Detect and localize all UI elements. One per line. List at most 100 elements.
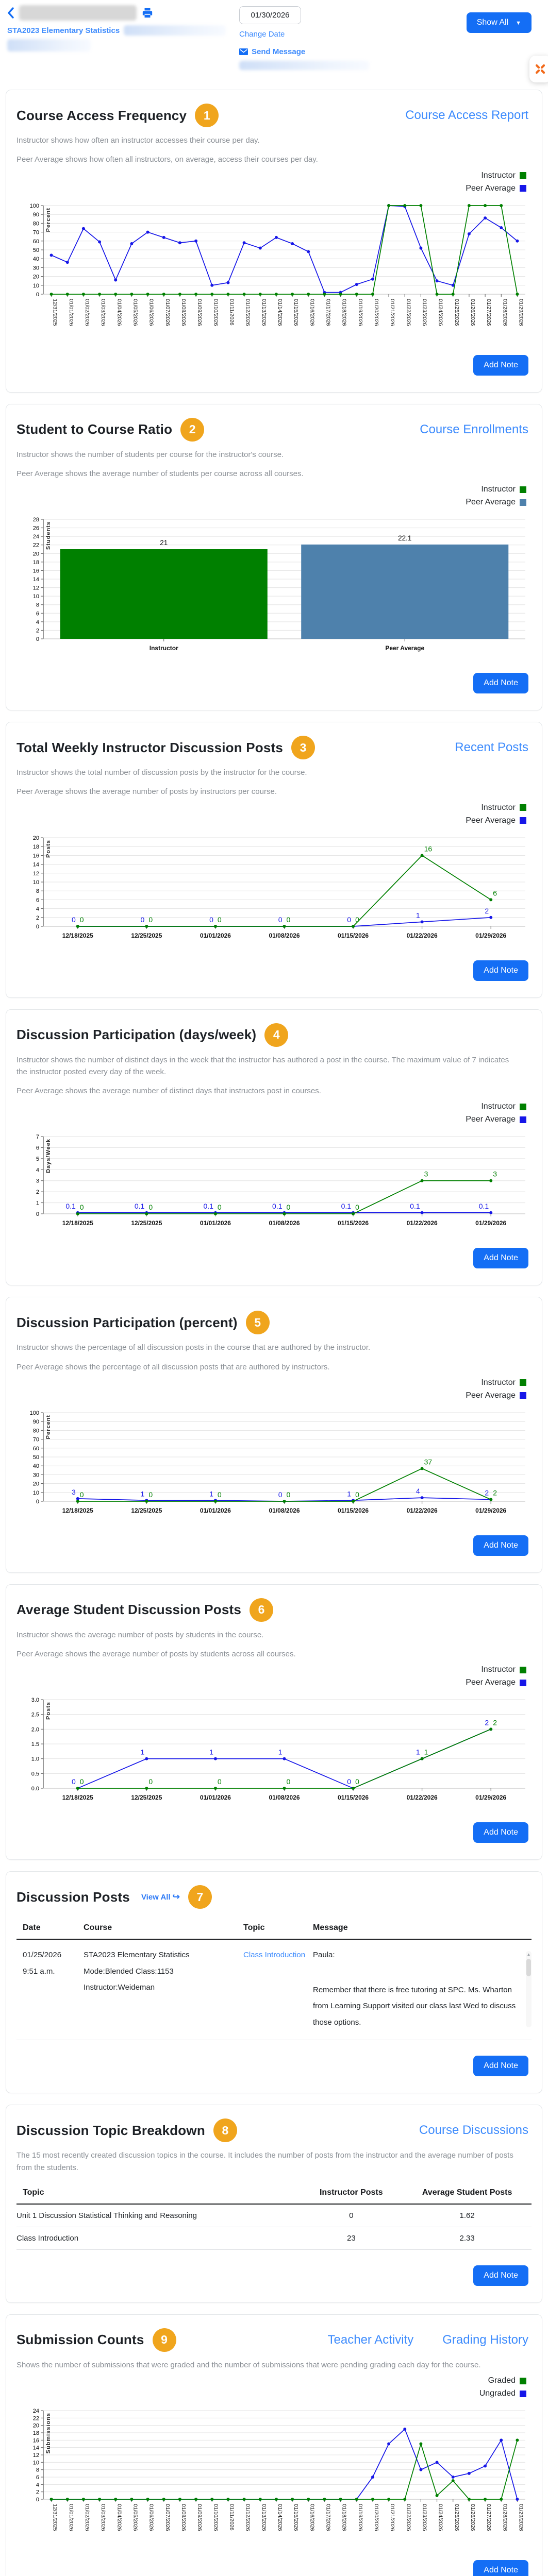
view-all-link[interactable]: View All ↪ bbox=[141, 1892, 180, 1902]
course-access-report-link[interactable]: Course Access Report bbox=[405, 108, 528, 122]
svg-text:01/15/2026: 01/15/2026 bbox=[338, 1794, 369, 1801]
add-note-button[interactable]: Add Note bbox=[473, 354, 528, 376]
section-title: Course Access Frequency bbox=[16, 107, 187, 123]
svg-text:01/01/2026: 01/01/2026 bbox=[200, 1507, 231, 1514]
section-description: Instructor shows how often an instructor… bbox=[16, 136, 260, 145]
svg-text:1: 1 bbox=[209, 1489, 213, 1498]
svg-text:80: 80 bbox=[33, 1428, 39, 1434]
svg-text:37: 37 bbox=[424, 1458, 433, 1466]
discussion-posts-table: Date Course Topic Message 01/25/2026 9:5… bbox=[16, 1918, 532, 2041]
date-field[interactable]: 01/30/2026 bbox=[239, 6, 301, 24]
svg-text:01/05/2026: 01/05/2026 bbox=[132, 299, 138, 326]
add-note-button[interactable]: Add Note bbox=[473, 673, 528, 693]
svg-text:Percent: Percent bbox=[45, 208, 52, 232]
recent-posts-link[interactable]: Recent Posts bbox=[455, 740, 528, 754]
svg-text:01/23/2026: 01/23/2026 bbox=[421, 2504, 427, 2531]
show-all-button[interactable]: Show All ▼ bbox=[466, 12, 532, 33]
scrollbar-thumb[interactable] bbox=[526, 1959, 531, 1977]
svg-text:01/29/2026: 01/29/2026 bbox=[475, 1507, 506, 1514]
svg-text:24: 24 bbox=[33, 534, 39, 540]
svg-text:01/06/2026: 01/06/2026 bbox=[148, 2504, 155, 2531]
course-code-link[interactable]: STA2023 Elementary Statistics bbox=[7, 26, 120, 35]
svg-text:01/22/2026: 01/22/2026 bbox=[407, 1507, 438, 1514]
scroll-up-arrow-icon[interactable]: ▲ bbox=[526, 1952, 531, 1957]
aspiredu-logo-widget[interactable] bbox=[529, 56, 548, 82]
legend-peer-average: Peer Average bbox=[466, 1391, 526, 1400]
change-date-link[interactable]: Change Date bbox=[239, 30, 285, 39]
svg-text:2.5: 2.5 bbox=[31, 1712, 39, 1718]
svg-text:01/25/2026: 01/25/2026 bbox=[454, 299, 460, 326]
step-badge: 6 bbox=[250, 1598, 273, 1622]
teacher-activity-link[interactable]: Teacher Activity bbox=[327, 2332, 414, 2347]
svg-text:26: 26 bbox=[33, 526, 39, 532]
add-note-button[interactable]: Add Note bbox=[473, 1535, 528, 1556]
svg-text:0.1: 0.1 bbox=[410, 1202, 420, 1210]
course-discussions-link[interactable]: Course Discussions bbox=[419, 2123, 528, 2138]
section-description: Instructor shows the average number of p… bbox=[16, 1630, 264, 1639]
svg-text:6: 6 bbox=[36, 611, 39, 617]
legend-ungraded: Ungraded bbox=[479, 2389, 526, 2398]
column-header-date: Date bbox=[23, 1923, 41, 1933]
add-note-button[interactable]: Add Note bbox=[473, 960, 528, 981]
svg-text:Peer Average: Peer Average bbox=[385, 645, 424, 652]
weekly-posts-chart: 0 2 4 6 8 10 12 14 16 18 20 Posts 12/18/2025 12/25/20… bbox=[16, 831, 532, 945]
send-message-link[interactable]: Send Message bbox=[239, 47, 409, 56]
svg-text:01/15/2026: 01/15/2026 bbox=[293, 2504, 299, 2531]
post-topic-link[interactable]: Class Introduction bbox=[243, 1951, 306, 1960]
svg-text:2: 2 bbox=[485, 1488, 489, 1497]
add-note-button[interactable]: Add Note bbox=[473, 1248, 528, 1269]
add-note-button[interactable]: Add Note bbox=[473, 2056, 528, 2077]
svg-text:4: 4 bbox=[416, 1487, 420, 1495]
svg-text:01/22/2026: 01/22/2026 bbox=[405, 299, 411, 326]
svg-text:80: 80 bbox=[33, 221, 39, 227]
svg-text:01/10/2026: 01/10/2026 bbox=[212, 2504, 219, 2531]
chart-legend: Instructor Peer Average bbox=[16, 485, 526, 507]
svg-text:0: 0 bbox=[347, 1777, 351, 1786]
svg-text:0: 0 bbox=[287, 1203, 291, 1211]
svg-text:01/08/2026: 01/08/2026 bbox=[269, 1794, 300, 1801]
svg-text:01/11/2026: 01/11/2026 bbox=[228, 2504, 235, 2531]
back-chevron-icon[interactable] bbox=[7, 7, 14, 19]
legend-graded: Graded bbox=[488, 2376, 526, 2385]
envelope-icon bbox=[239, 48, 248, 55]
message-scrollbar[interactable]: ▲ bbox=[526, 1951, 532, 2028]
section-title: Discussion Topic Breakdown bbox=[16, 2122, 205, 2138]
print-icon[interactable] bbox=[142, 7, 153, 19]
svg-text:90: 90 bbox=[33, 1419, 39, 1425]
svg-text:14: 14 bbox=[33, 2445, 39, 2451]
svg-text:1.0: 1.0 bbox=[31, 1756, 39, 1762]
svg-text:01/01/2026: 01/01/2026 bbox=[68, 2504, 74, 2531]
add-note-button[interactable]: Add Note bbox=[473, 2265, 528, 2286]
chevron-down-icon: ▼ bbox=[516, 20, 521, 26]
section-description: Peer Average shows how often all instruc… bbox=[16, 155, 318, 164]
svg-text:01/29/2026: 01/29/2026 bbox=[475, 1794, 506, 1801]
add-note-button[interactable]: Add Note bbox=[473, 1822, 528, 1843]
step-badge: 4 bbox=[264, 1023, 289, 1047]
svg-text:0: 0 bbox=[148, 916, 153, 924]
svg-text:01/02/2026: 01/02/2026 bbox=[84, 2504, 90, 2531]
svg-text:0: 0 bbox=[218, 916, 222, 924]
svg-text:10: 10 bbox=[33, 282, 39, 289]
redacted-instructor-name bbox=[19, 5, 137, 21]
svg-text:60: 60 bbox=[33, 1446, 39, 1452]
svg-text:1: 1 bbox=[424, 1748, 428, 1756]
svg-text:40: 40 bbox=[33, 1463, 39, 1469]
course-enrollments-link[interactable]: Course Enrollments bbox=[420, 422, 528, 436]
svg-text:12/25/2025: 12/25/2025 bbox=[131, 1219, 162, 1227]
svg-text:01/04/2026: 01/04/2026 bbox=[116, 2504, 122, 2531]
section-title: Discussion Posts bbox=[16, 1889, 130, 1905]
svg-text:3: 3 bbox=[36, 1178, 39, 1184]
section-discussion-posts: Discussion Posts View All ↪ 7 Date Cours… bbox=[6, 1871, 542, 2094]
svg-text:01/14/2026: 01/14/2026 bbox=[277, 2504, 283, 2531]
discussion-percent-chart: 0 10 20 30 40 50 60 70 80 90 100 Percent 12/18/2025 1… bbox=[16, 1405, 532, 1520]
svg-text:0.1: 0.1 bbox=[203, 1202, 213, 1210]
grading-history-link[interactable]: Grading History bbox=[442, 2332, 528, 2347]
step-badge: 8 bbox=[213, 2119, 237, 2143]
add-note-button[interactable]: Add Note bbox=[473, 2560, 528, 2576]
svg-text:8: 8 bbox=[36, 602, 39, 608]
svg-text:01/07/2026: 01/07/2026 bbox=[164, 2504, 171, 2531]
svg-text:2: 2 bbox=[36, 914, 39, 921]
section-title: Total Weekly Instructor Discussion Posts bbox=[16, 739, 284, 755]
svg-text:01/17/2026: 01/17/2026 bbox=[325, 2504, 331, 2531]
svg-text:12/18/2025: 12/18/2025 bbox=[62, 1507, 93, 1514]
